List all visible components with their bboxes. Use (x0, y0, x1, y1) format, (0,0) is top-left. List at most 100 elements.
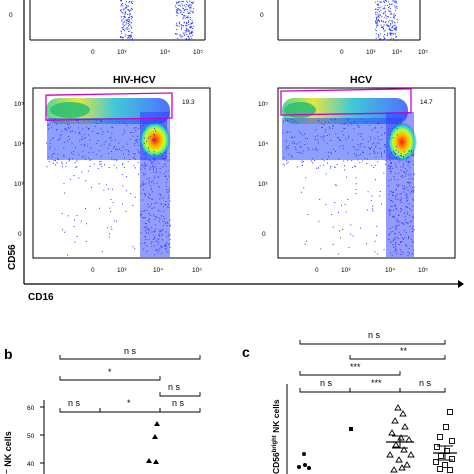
event-dot (400, 208, 402, 209)
top-right-x-tick-1: 10³ (366, 49, 376, 56)
event-dot (53, 160, 55, 162)
event-dot (73, 175, 75, 177)
event-dot (389, 213, 391, 215)
event-dot (357, 159, 359, 161)
event-dot (151, 198, 153, 200)
event-dot (387, 34, 389, 36)
event-dot (395, 0, 397, 2)
event-dot (147, 229, 149, 231)
event-dot (355, 154, 357, 156)
event-dot (374, 152, 376, 154)
event-dot (135, 130, 137, 131)
event-dot (100, 155, 102, 157)
event-dot (182, 7, 184, 9)
event-dot (286, 163, 288, 164)
event-dot (187, 1, 189, 3)
event-dot (327, 162, 328, 164)
event-dot (362, 151, 364, 153)
event-dot (126, 176, 128, 178)
event-dot (402, 237, 404, 239)
event-dot (127, 22, 129, 24)
event-dot (160, 245, 162, 247)
event-dot (191, 20, 193, 21)
event-dot (152, 139, 154, 141)
data-point (442, 462, 448, 468)
event-dot (165, 185, 167, 187)
event-dot (88, 157, 90, 159)
event-dot (187, 39, 189, 41)
data-point (154, 421, 160, 426)
event-dot (315, 148, 317, 150)
event-dot (129, 35, 131, 37)
event-dot (147, 203, 149, 205)
event-dot (389, 20, 391, 22)
event-dot (325, 121, 326, 123)
event-dot (407, 251, 409, 253)
event-dot (283, 164, 285, 166)
event-dot (321, 158, 323, 160)
event-dot (83, 155, 85, 157)
sig-bracket (299, 340, 446, 345)
event-dot (127, 17, 129, 19)
event-dot (67, 135, 69, 137)
event-dot (389, 159, 391, 161)
event-dot (130, 34, 132, 36)
event-dot (345, 123, 347, 125)
event-dot (55, 129, 57, 131)
event-dot (317, 120, 319, 122)
event-dot (388, 7, 389, 9)
event-dot (357, 144, 359, 145)
event-dot (160, 193, 162, 195)
event-dot (383, 28, 384, 29)
event-dot (391, 153, 393, 155)
event-dot (71, 158, 73, 160)
event-dot (158, 234, 160, 236)
event-dot (181, 28, 182, 30)
event-dot (354, 122, 356, 123)
event-dot (130, 132, 131, 134)
event-dot (121, 0, 122, 2)
event-dot (148, 150, 150, 152)
event-dot (164, 152, 166, 154)
event-dot (121, 27, 123, 29)
data-point (146, 458, 152, 463)
event-dot (142, 217, 144, 218)
event-dot (391, 254, 393, 256)
event-dot (372, 210, 374, 212)
event-dot (302, 134, 304, 136)
event-dot (121, 37, 123, 38)
event-dot (394, 17, 396, 19)
event-dot (182, 0, 184, 2)
event-dot (164, 218, 166, 219)
event-dot (131, 3, 133, 4)
event-dot (394, 2, 396, 4)
event-dot (374, 128, 376, 130)
event-dot (169, 224, 171, 226)
event-dot (296, 143, 298, 145)
event-dot (288, 145, 290, 146)
event-dot (113, 220, 115, 222)
event-dot (390, 166, 392, 168)
sig-label: n s (320, 378, 333, 388)
sig-bracket (299, 371, 401, 376)
event-dot (315, 147, 316, 149)
data-point (391, 417, 399, 424)
event-dot (106, 184, 108, 186)
event-dot (411, 231, 413, 232)
event-dot (394, 173, 396, 175)
event-dot (146, 227, 148, 229)
sig-bracket (59, 376, 161, 381)
event-dot (411, 151, 412, 153)
event-dot (127, 150, 129, 152)
event-dot (46, 142, 47, 144)
event-dot (363, 146, 365, 148)
event-dot (398, 151, 400, 153)
event-dot (140, 169, 142, 171)
top-right-cropped-panel: 0 0 10³ 10⁴ 10⁵ (260, 0, 428, 56)
data-point (388, 429, 396, 436)
event-dot (343, 134, 345, 136)
y-tick: 10⁴ (14, 141, 24, 148)
event-dot (53, 152, 55, 154)
event-dot (407, 213, 408, 215)
event-dot (149, 197, 150, 199)
